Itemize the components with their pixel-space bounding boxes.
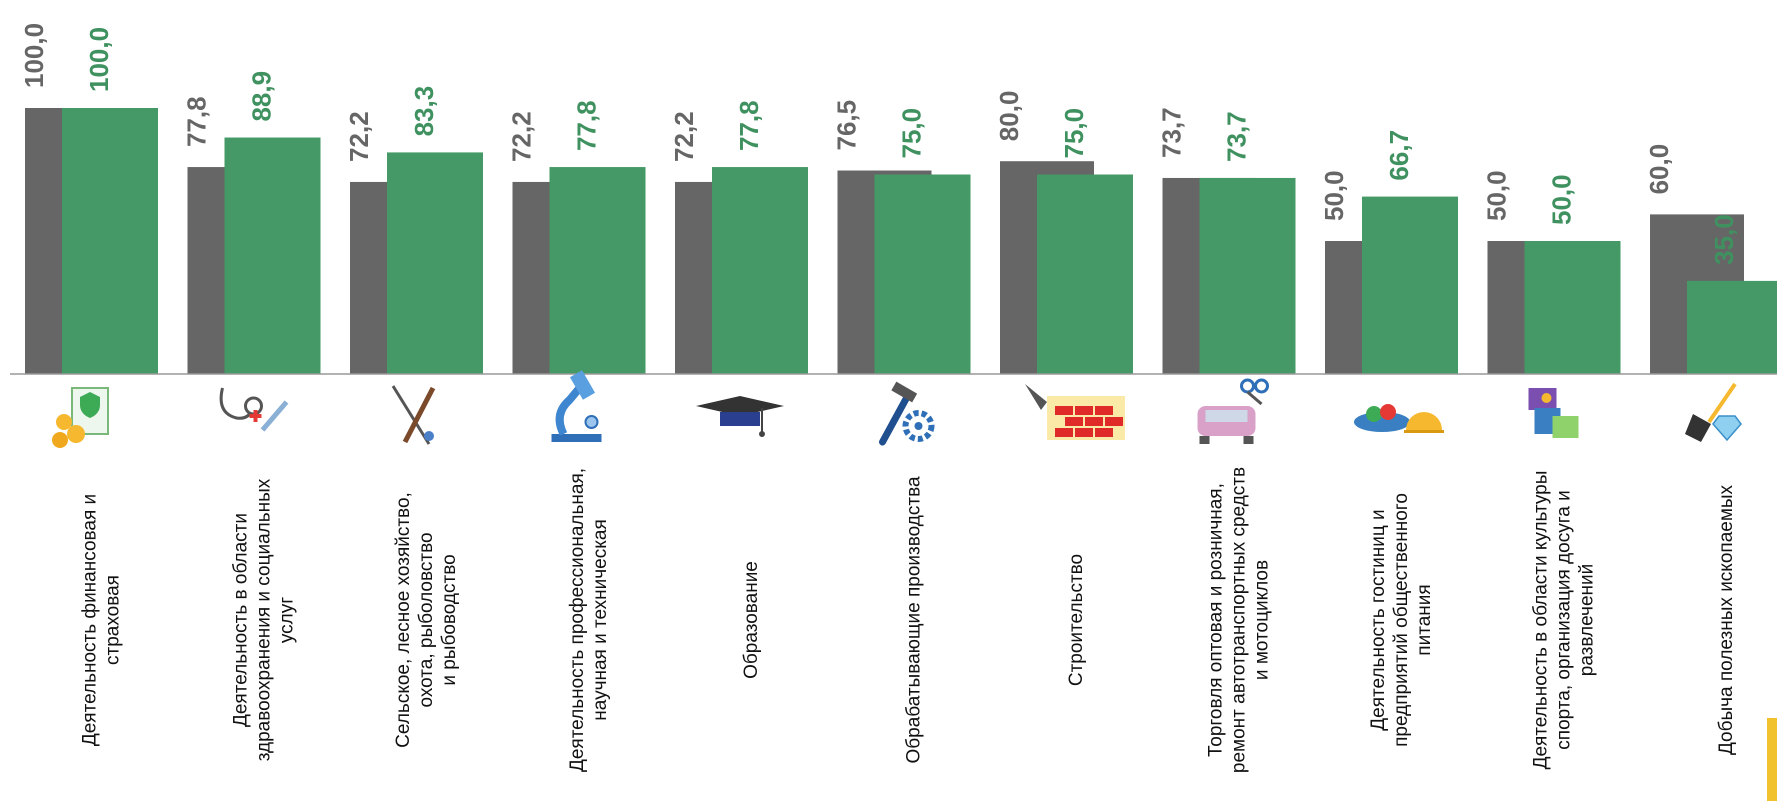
- bar-series-b: [874, 174, 971, 374]
- graduation-cap-icon: [696, 396, 784, 437]
- category-label-line: Деятельность финансовая и: [80, 494, 101, 746]
- data-label-series-b: 73,7: [1222, 111, 1252, 162]
- category-label-line: Деятельность профессиональная,: [567, 468, 588, 772]
- bar-series-b: [549, 167, 646, 374]
- data-label-series-b: 50,0: [1547, 174, 1577, 225]
- category-label-line: страховая: [103, 575, 124, 665]
- category-label-line: здравоохранения и социальных: [254, 478, 275, 761]
- data-label-series-b: 75,0: [897, 108, 927, 159]
- data-label-series-a: 80,0: [994, 91, 1024, 142]
- data-labels: 100,0 100,0 77,8 88,9 72,2 83,3 72,2 77,8 72,2 77…: [19, 23, 1739, 265]
- bar-series-b: [1199, 177, 1296, 374]
- data-label-series-b: 77,8: [572, 100, 602, 151]
- data-label-series-b: 75,0: [1059, 108, 1089, 159]
- data-label-series-a: 73,7: [1157, 107, 1187, 158]
- category-label-line: Торговля оптовая и розничная,: [1206, 483, 1227, 757]
- bar-series-b: [1362, 196, 1458, 374]
- data-label-series-a: 100,0: [19, 23, 49, 88]
- category-label-line: Сельское, лесное хозяйство,: [393, 492, 414, 748]
- data-label-series-a: 72,2: [507, 111, 537, 162]
- category-label-line: спорта, организация досуга и: [1554, 490, 1575, 749]
- shovel-diamond-icon: [1685, 382, 1742, 442]
- bar-series-b: [62, 108, 158, 374]
- data-label-series-a: 50,0: [1319, 170, 1349, 221]
- stethoscope-syringe-icon: [219, 387, 289, 432]
- category-label-line: питания: [1414, 584, 1435, 655]
- category-label-line: научная и техническая: [590, 519, 611, 721]
- category-label-line: Деятельность гостиниц и: [1368, 509, 1389, 730]
- category-label-line: Образование: [741, 561, 762, 679]
- category-label-line: предприятий общественного: [1391, 493, 1412, 747]
- data-label-series-a: 72,2: [344, 111, 374, 162]
- finance-document-coins-icon: [52, 387, 109, 448]
- data-label-series-a: 76,5: [832, 100, 862, 151]
- data-label-series-a: 60,0: [1644, 144, 1674, 195]
- category-label-line: охота, рыболовство: [416, 532, 437, 707]
- data-label-series-b: 77,8: [734, 100, 764, 151]
- bar-series-b: [1037, 174, 1133, 374]
- data-label-series-b: 83,3: [409, 86, 439, 137]
- data-label-series-b: 35,0: [1709, 214, 1739, 265]
- hammer-gear-icon: [879, 381, 935, 446]
- category-label-line: и рыбоводство: [439, 554, 460, 685]
- category-label-line: Обрабатывающие производства: [904, 476, 925, 763]
- food-platter-bell-icon: [1354, 404, 1444, 433]
- bar-series-b: [1524, 241, 1621, 374]
- fishing-rod-rifle-icon: [391, 385, 436, 445]
- data-label-series-a: 72,2: [669, 111, 699, 162]
- data-label-series-b: 100,0: [84, 27, 114, 92]
- series-b-bars: [62, 108, 1777, 374]
- category-label-line: Деятельность в области культуры: [1531, 471, 1552, 770]
- bar-series-b: [1687, 280, 1777, 374]
- data-label-series-b: 88,9: [247, 71, 277, 122]
- data-label-series-b: 66,7: [1384, 130, 1414, 181]
- category-icons: [52, 370, 1742, 448]
- data-label-series-a: 50,0: [1482, 170, 1512, 221]
- data-label-series-a: 77,8: [182, 96, 212, 147]
- theater-arts-icon: [1528, 388, 1579, 438]
- microscope-icon: [551, 370, 602, 442]
- category-label-line: Строительство: [1066, 554, 1087, 686]
- category-label-line: Добыча полезных ископаемых: [1716, 484, 1737, 755]
- category-label-line: ремонт автотранспортных средств: [1229, 467, 1250, 773]
- category-labels: Деятельность финансовая и страховая Деятел…: [80, 467, 1738, 773]
- bar-series-b: [387, 152, 483, 374]
- category-label-line: и мотоциклов: [1252, 560, 1273, 680]
- bar-series-b: [712, 167, 808, 374]
- category-label-line: Деятельность в области: [231, 513, 252, 727]
- accent-strip: [1767, 718, 1777, 801]
- category-label-line: развлечений: [1577, 564, 1598, 677]
- brick-wall-trowel-icon: [1025, 384, 1125, 440]
- category-label-line: услуг: [277, 597, 298, 643]
- car-wrench-icon: [1197, 378, 1269, 444]
- bar-series-b: [224, 137, 321, 374]
